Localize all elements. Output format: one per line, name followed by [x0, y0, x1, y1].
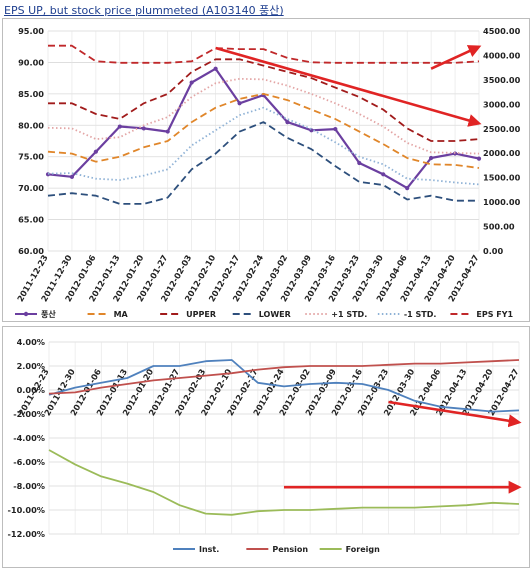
data-point [117, 124, 122, 129]
investor-flow-chart: -12.00% -10.00% -8.00% -6.00% -4.00% -2.00% 0.… [8, 337, 522, 554]
data-point [476, 156, 482, 161]
y-tick-label: 90.00 [18, 57, 44, 67]
data-point [93, 149, 98, 154]
data-point [237, 101, 242, 106]
series-line-Foreign [48, 449, 520, 516]
legend-label: UPPER [186, 310, 216, 319]
series-line-+1 STD. [47, 77, 480, 155]
series-line-MA [47, 93, 480, 169]
data-point [69, 174, 75, 179]
annotation-arrow [388, 400, 522, 428]
legend-label: LOWER [259, 310, 291, 319]
data-point [141, 126, 146, 131]
y-tick-label: 4.00% [17, 337, 45, 347]
y-tick-label: 85.00 [18, 89, 44, 99]
data-point [285, 120, 290, 125]
data-point [429, 155, 434, 161]
y2-tick-label: 500.00 [483, 222, 515, 232]
y-tick-label: -4.00% [13, 433, 45, 443]
flow-chart-panel: -12.00% -10.00% -8.00% -6.00% -4.00% -2.00% 0.… [2, 326, 530, 568]
y-tick-label: 70.00 [18, 183, 44, 193]
y2-tick-label: 4000.00 [483, 50, 521, 60]
y-tick-label: -12.00% [8, 529, 46, 539]
data-point [189, 80, 194, 85]
series-line-Inst. [48, 359, 520, 413]
legend-label: 풍산 [41, 309, 56, 319]
y2-tick-label: 4500.00 [483, 26, 521, 36]
legend-label: MA [114, 310, 129, 319]
legend-label: Inst. [199, 545, 219, 554]
y-tick-label: -6.00% [13, 457, 45, 467]
data-point [333, 126, 338, 132]
legend-label: -1 STD. [404, 310, 437, 319]
y-tick-label: -2.00% [13, 409, 45, 419]
y2-tick-label: 0.00 [483, 246, 504, 256]
legend-label: EPS FY1 [476, 310, 513, 319]
series-line-UPPER [48, 58, 480, 142]
chart-title: EPS UP, but stock price plummeted (A1031… [4, 4, 284, 17]
y-tick-label: -8.00% [13, 481, 45, 491]
legend-marker [23, 311, 29, 317]
legend-label: Foreign [346, 545, 380, 554]
data-point [357, 160, 362, 166]
data-point [405, 186, 410, 191]
data-point [213, 66, 218, 71]
series-line-LOWER [47, 121, 479, 205]
y-tick-label: 2.00% [17, 361, 45, 371]
price-chart-panel: 60.00 65.00 70.00 75.00 80.00 85.00 90.00 95.00… [2, 18, 530, 322]
annotation-arrow [430, 45, 482, 70]
y-tick-label: 75.00 [18, 152, 44, 162]
y-tick-label: 95.00 [18, 26, 44, 36]
y2-tick-label: 3500.00 [483, 75, 521, 85]
y-tick-label: 0.00% [17, 385, 45, 395]
y-tick-label: 65.00 [18, 215, 44, 225]
y-tick-label: -10.00% [8, 505, 46, 515]
legend-label: Pension [272, 545, 308, 554]
y2-tick-label: 1000.00 [483, 197, 521, 207]
y-tick-label: 80.00 [18, 120, 44, 130]
series-line--1 STD. [47, 106, 480, 186]
y2-tick-label: 2000.00 [483, 148, 521, 158]
y2-tick-label: 1500.00 [483, 173, 521, 183]
y2-tick-label: 2500.00 [483, 124, 521, 134]
y2-tick-label: 3000.00 [483, 99, 521, 109]
series-line-EPS FY1 [48, 44, 480, 64]
data-point [381, 172, 386, 177]
legend-label: +1 STD. [331, 310, 367, 319]
y-tick-label: 60.00 [18, 246, 44, 256]
price-eps-chart: 60.00 65.00 70.00 75.00 80.00 85.00 90.00 95.00… [15, 26, 521, 319]
data-point [165, 129, 170, 134]
series-line-Pension [48, 359, 520, 395]
annotation-arrow [215, 46, 482, 127]
